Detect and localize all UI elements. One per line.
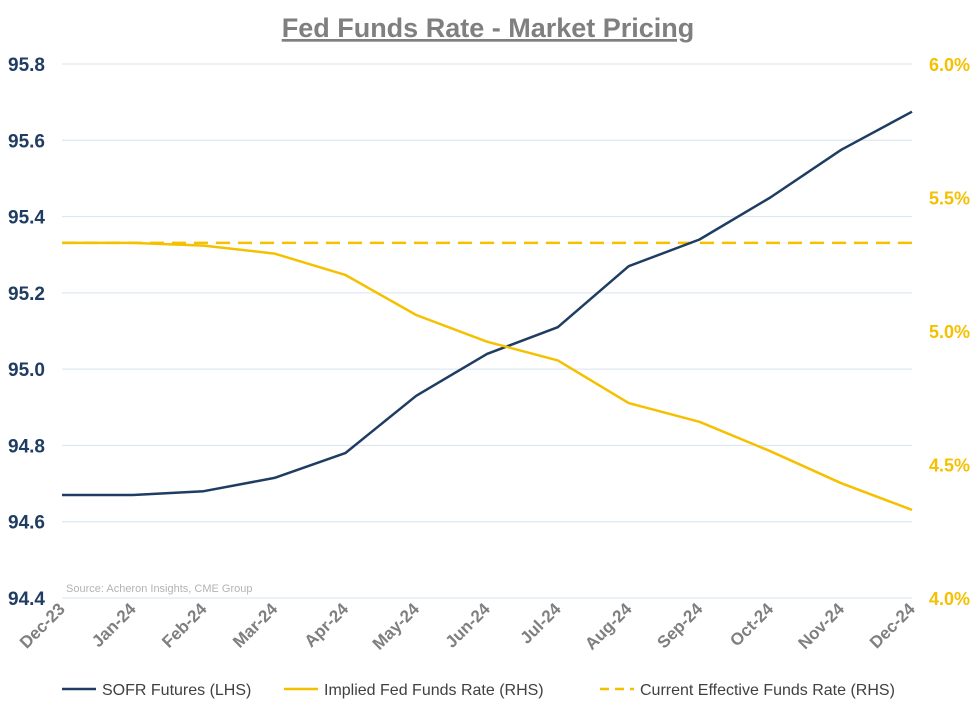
x-tick-label: Mar-24 [229,599,282,652]
legend-label: Current Effective Funds Rate (RHS) [640,682,895,699]
left-tick-label: 94.6 [8,513,45,534]
left-tick-label: 95.8 [8,55,45,76]
legend-label: Implied Fed Funds Rate (RHS) [324,682,544,699]
gridlines [62,63,912,599]
chart-title: Fed Funds Rate - Market Pricing [282,13,695,43]
legend: SOFR Futures (LHS) Implied Fed Funds Rate… [62,682,895,699]
x-tick-label: Aug-24 [581,599,636,654]
right-tick-label: 6.0% [929,55,970,75]
x-tick-label: Nov-24 [794,599,848,653]
source-note: Source: Acheron Insights, CME Group [66,583,252,595]
left-tick-label: 95.6 [8,131,45,152]
right-tick-label: 4.5% [929,456,970,476]
right-tick-label: 4.0% [929,589,970,609]
series-line [62,110,913,497]
left-tick-label: 95.2 [8,284,45,305]
left-axis-ticks: 94.4 94.6 94.8 95.0 95.2 95.4 95.6 95.8 [8,55,45,610]
left-tick-label: 95.4 [8,208,45,229]
series-lines [61,110,913,512]
x-tick-label: Jul-24 [516,599,565,648]
x-tick-label: Apr-24 [301,599,353,651]
x-tick-label: Dec-24 [866,599,919,652]
left-tick-label: 95.0 [8,360,45,381]
x-tick-label: Oct-24 [726,599,777,650]
x-tick-label: May-24 [369,599,424,654]
right-tick-label: 5.5% [929,189,970,209]
x-tick-label: Sep-24 [653,599,706,652]
x-axis-ticks: Dec-23 Jan-24 Feb-24 Mar-24 Apr-24 May-24 Jun-… [16,599,919,654]
right-tick-label: 5.0% [929,322,970,342]
x-tick-label: Jun-24 [442,599,495,652]
x-tick-label: Feb-24 [158,599,211,652]
right-axis-ticks: 4.0% 4.5% 5.0% 5.5% 6.0% [929,55,970,609]
series-line [62,241,913,512]
x-tick-label: Jan-24 [88,599,140,651]
legend-label: SOFR Futures (LHS) [102,682,251,699]
left-tick-label: 94.8 [8,436,45,457]
left-tick-label: 94.4 [8,589,45,610]
